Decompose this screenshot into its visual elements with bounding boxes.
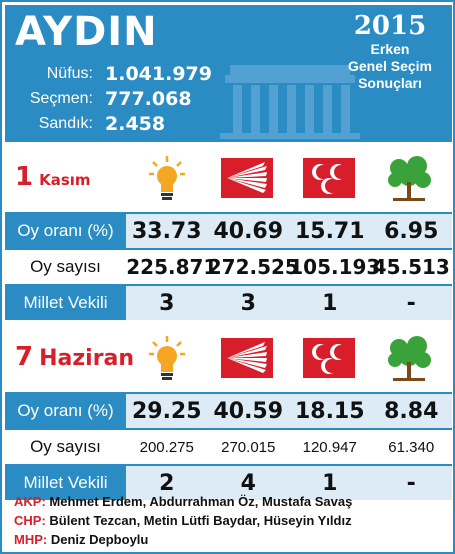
population-value: 1.041.979: [105, 62, 212, 85]
chp-deputies: CHP: Bülent Tezcan, Metin Lütfi Baydar, …: [14, 513, 352, 528]
november-rate-row: Oy oranı (%) 33.73 40.69 15.71 6.95: [5, 212, 452, 248]
rate-hdp: 6.95: [384, 218, 439, 244]
badge-year: 2015: [353, 11, 427, 41]
june-date: 7 Haziran: [15, 342, 135, 372]
rate-mhp: 18.15: [294, 398, 365, 424]
count-label: Oy sayısı: [5, 430, 126, 464]
hdp-icon: [373, 330, 445, 386]
seats-chp: 4: [240, 470, 256, 496]
november-results: 1 Kasım: [5, 144, 452, 320]
boxes-value: 2.458: [105, 112, 166, 135]
badge-line1: Erken: [370, 41, 410, 57]
seats-akp: 3: [159, 290, 175, 316]
seats-label: Millet Vekili: [5, 286, 126, 320]
header: AYDIN Nüfus: 1.041.979 Seçmen:: [5, 5, 452, 142]
city-title: AYDIN: [15, 9, 158, 55]
count-hdp: 45.513: [372, 255, 450, 279]
seats-chp: 3: [240, 290, 256, 316]
rate-chp: 40.59: [213, 398, 284, 424]
count-mhp: 105.193: [289, 255, 381, 279]
hdp-icon: [373, 150, 445, 206]
count-mhp: 120.947: [302, 438, 357, 456]
chp-icon: [211, 150, 283, 206]
mhp-deputies: MHP: Deniz Depboylu: [14, 532, 149, 547]
stats: Nüfus: 1.041.979 Seçmen: 777.068 Sandık:…: [15, 61, 212, 136]
akp-deputies: AKP: Mehmet Erdem, Abdurrahman Öz, Musta…: [14, 494, 353, 509]
boxes-label: Sandık:: [38, 114, 93, 132]
rate-mhp: 15.71: [294, 218, 365, 244]
count-label: Oy sayısı: [5, 250, 126, 284]
rate-akp: 33.73: [131, 218, 202, 244]
seats-hdp: -: [406, 470, 416, 496]
badge-line3: Sonuçları: [358, 75, 422, 91]
akp-icon: [131, 330, 203, 386]
seats-label: Millet Vekili: [5, 466, 126, 500]
seats-akp: 2: [159, 470, 175, 496]
seats-hdp: -: [406, 290, 416, 316]
seats-mhp: 1: [322, 470, 338, 496]
voters-label: Seçmen:: [29, 89, 93, 107]
voters-value: 777.068: [105, 87, 192, 110]
june-results: 7 Haziran: [5, 324, 452, 500]
count-chp: 272.525: [207, 255, 299, 279]
rate-hdp: 8.84: [384, 398, 439, 424]
akp-icon: [131, 150, 203, 206]
june-count-row: Oy sayısı 200.275 270.015 120.947 61.340: [5, 428, 452, 464]
count-hdp: 61.340: [388, 438, 435, 456]
ruins-icon: [220, 65, 360, 139]
deputies-list: AKP: Mehmet Erdem, Abdurrahman Öz, Musta…: [14, 492, 352, 549]
count-akp: 225.871: [126, 255, 218, 279]
chp-icon: [211, 330, 283, 386]
population-label: Nüfus:: [46, 64, 93, 82]
june-rate-row: Oy oranı (%) 29.25 40.59 18.15 8.84: [5, 392, 452, 428]
count-chp: 270.015: [221, 438, 276, 456]
election-badge: 2015 Erken Genel Seçim Sonuçları: [345, 11, 435, 92]
rate-label: Oy oranı (%): [5, 394, 126, 428]
seats-mhp: 1: [322, 290, 338, 316]
rate-chp: 40.69: [213, 218, 284, 244]
rate-label: Oy oranı (%): [5, 214, 126, 248]
november-date: 1 Kasım: [15, 162, 91, 192]
count-akp: 200.275: [139, 438, 194, 456]
rate-akp: 29.25: [131, 398, 202, 424]
june-seats-row: Millet Vekili 2 4 1 -: [5, 464, 452, 500]
november-count-row: Oy sayısı 225.871 272.525 105.193 45.513: [5, 248, 452, 284]
badge-line2: Genel Seçim: [347, 58, 433, 74]
mhp-icon: [293, 150, 365, 206]
mhp-icon: [293, 330, 365, 386]
november-seats-row: Millet Vekili 3 3 1 -: [5, 284, 452, 320]
